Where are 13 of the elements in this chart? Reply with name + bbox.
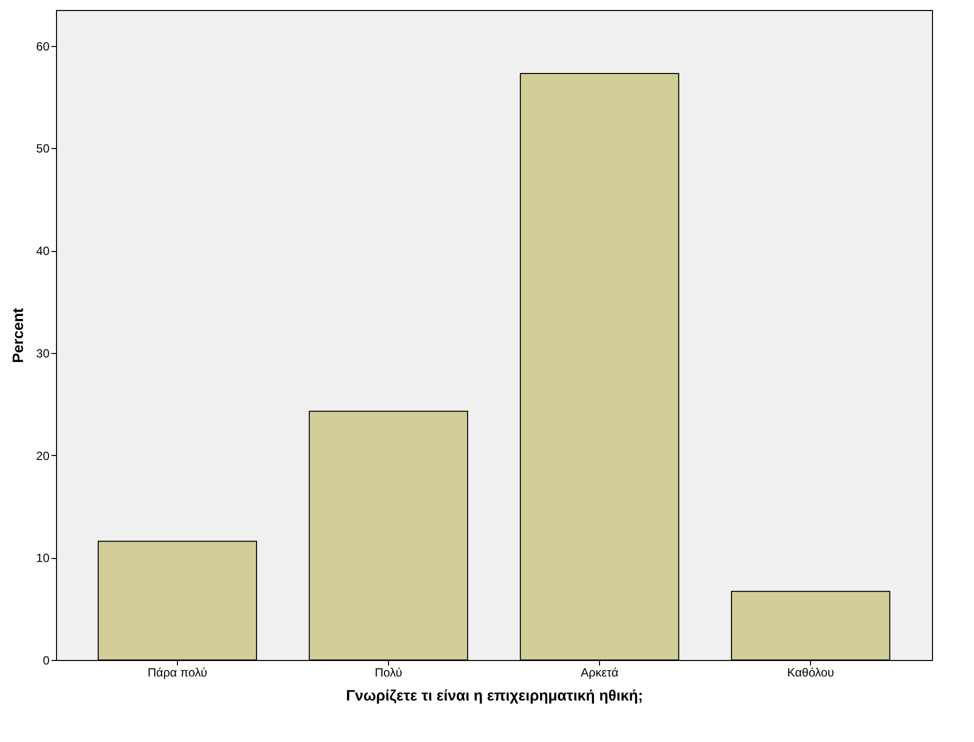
x-tick-label: Πάρα πολύ [148,666,208,680]
y-tick-label: 40 [36,244,50,258]
y-axis-title: Percent [10,308,28,364]
y-tick-label: 0 [42,654,50,668]
y-tick-label: 60 [36,39,50,54]
x-tick-label: Πολύ [374,666,402,680]
x-tick-label: Αρκετά [580,666,618,680]
x-tick-label: Καθόλου [787,666,834,680]
y-tick-label: 20 [36,448,50,463]
y-tick-label: 30 [36,346,50,360]
x-axis-title: Γνωρίζετε τι είναι η επιχειρηματική ηθική; [346,688,644,704]
y-tick-label: 10 [36,551,50,566]
y-tick-label: 50 [36,142,50,156]
